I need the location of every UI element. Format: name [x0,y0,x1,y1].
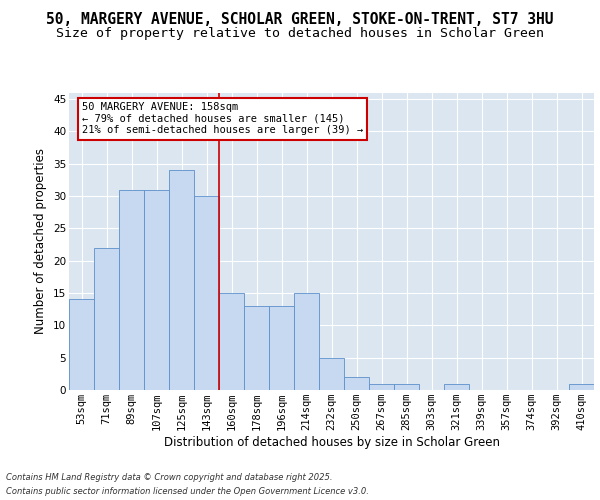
Bar [144,190,169,390]
Bar [344,377,369,390]
Text: 50 MARGERY AVENUE: 158sqm
← 79% of detached houses are smaller (145)
21% of semi: 50 MARGERY AVENUE: 158sqm ← 79% of detac… [82,102,363,136]
Bar [69,300,94,390]
Bar [369,384,394,390]
Bar [119,190,144,390]
Text: Contains public sector information licensed under the Open Government Licence v3: Contains public sector information licen… [6,488,369,496]
Bar [244,306,269,390]
Bar [219,293,244,390]
Text: Size of property relative to detached houses in Scholar Green: Size of property relative to detached ho… [56,28,544,40]
X-axis label: Distribution of detached houses by size in Scholar Green: Distribution of detached houses by size … [163,436,499,449]
Bar [269,306,294,390]
Bar [169,170,194,390]
Text: 50, MARGERY AVENUE, SCHOLAR GREEN, STOKE-ON-TRENT, ST7 3HU: 50, MARGERY AVENUE, SCHOLAR GREEN, STOKE… [46,12,554,28]
Bar [194,196,219,390]
Bar [319,358,344,390]
Bar [444,384,469,390]
Text: Contains HM Land Registry data © Crown copyright and database right 2025.: Contains HM Land Registry data © Crown c… [6,472,332,482]
Y-axis label: Number of detached properties: Number of detached properties [34,148,47,334]
Bar [94,248,119,390]
Bar [569,384,594,390]
Bar [294,293,319,390]
Bar [394,384,419,390]
